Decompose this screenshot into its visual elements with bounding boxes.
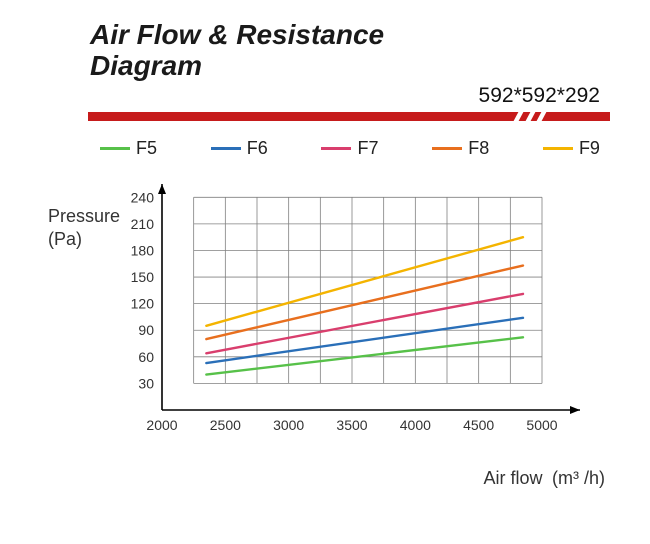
legend-swatch [211,147,241,150]
page-root: Air Flow & Resistance Diagram 592*592*29… [0,0,650,544]
dimensions-subtitle: 592*592*292 [479,84,600,108]
title-line-1: Air Flow & Resistance [90,19,384,50]
y-tick-label: 210 [131,216,155,232]
x-tick-label: 2000 [146,417,177,433]
legend-label: F5 [136,138,157,159]
legend-label: F6 [247,138,268,159]
y-tick-label: 120 [131,296,155,312]
legend-item: F5 [100,138,157,159]
chart-title: Air Flow & Resistance Diagram [90,20,384,82]
x-axis-label: Air flow (m³ /h) [484,468,605,489]
y-tick-label: 90 [138,322,154,338]
y-tick-label: 180 [131,242,155,258]
x-tick-label: 5000 [526,417,557,433]
y-axis-label: Pressure (Pa) [48,205,120,252]
y-tick-label: 30 [138,375,154,391]
x-tick-label: 3000 [273,417,304,433]
x-axis-label-unit: (m³ /h) [552,468,605,488]
chart-legend: F5 F6 F7 F8 F9 [100,138,600,159]
legend-item: F6 [211,138,268,159]
title-line-2: Diagram [90,50,202,81]
legend-swatch [100,147,130,150]
legend-item: F7 [321,138,378,159]
legend-label: F7 [357,138,378,159]
x-tick-label: 3500 [336,417,367,433]
y-tick-label: 240 [131,189,155,205]
y-tick-label: 150 [131,269,155,285]
legend-label: F9 [579,138,600,159]
legend-item: F9 [543,138,600,159]
legend-swatch [543,147,573,150]
y-axis-label-line-1: Pressure [48,206,120,226]
x-axis-label-text: Air flow [484,468,543,488]
x-tick-label: 4000 [400,417,431,433]
y-tick-label: 60 [138,349,154,365]
line-chart: 2000 2500 3000 3500 4000 4500 5000 30 60 90 120 150… [130,180,600,440]
x-axis-arrow-icon [570,406,580,414]
x-tick-label: 4500 [463,417,494,433]
y-axis-arrow-icon [158,184,166,194]
y-axis-label-line-2: (Pa) [48,229,82,249]
legend-swatch [432,147,462,150]
x-tick-label: 2500 [210,417,241,433]
red-divider-bar [88,112,610,121]
legend-item: F8 [432,138,489,159]
legend-swatch [321,147,351,150]
legend-label: F8 [468,138,489,159]
